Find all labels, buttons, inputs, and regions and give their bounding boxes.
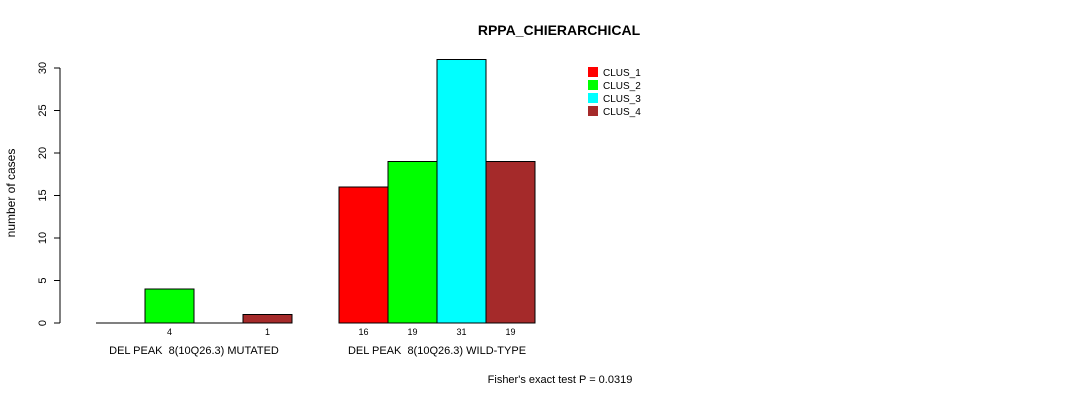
legend-label-clus-2: CLUS_2: [603, 81, 641, 92]
y-tick-label: 25: [37, 104, 49, 116]
count-labels: 4 1 16 19 31 19: [167, 327, 516, 337]
legend-swatch-clus-4: [588, 106, 598, 116]
bar-clus-4-group-1: [242, 314, 293, 324]
bar-clus-2-group-1: [144, 288, 195, 324]
y-axis: 0 5 10 15 20 25 30: [37, 62, 61, 326]
group-labels: DEL PEAK 8(10Q26.3) MUTATED DEL PEAK 8(10…: [109, 345, 526, 357]
fisher-test-footnote: Fisher's exact test P = 0.0319: [488, 374, 633, 386]
bar-clus-3-group-2: [436, 59, 487, 324]
legend: CLUS_1 CLUS_2 CLUS_3 CLUS_4: [588, 67, 641, 118]
legend-swatch-clus-1: [588, 67, 598, 77]
legend-label-clus-3: CLUS_3: [603, 94, 641, 105]
count-label: 19: [505, 327, 515, 337]
y-axis-label: number of cases: [4, 149, 18, 238]
y-tick-label: 10: [37, 232, 49, 244]
legend-label-clus-4: CLUS_4: [603, 107, 641, 118]
y-tick-label: 15: [37, 189, 49, 201]
count-label: 4: [167, 327, 172, 337]
bar-clus-4-group-2: [485, 161, 536, 324]
count-label: 1: [265, 327, 270, 337]
chart-title: RPPA_CHIERARCHICAL: [478, 22, 641, 38]
legend-swatch-clus-3: [588, 93, 598, 103]
bars: [96, 59, 536, 324]
group-label-2: DEL PEAK 8(10Q26.3) WILD-TYPE: [348, 345, 526, 357]
count-label: 16: [358, 327, 368, 337]
legend-label-clus-1: CLUS_1: [603, 68, 641, 79]
count-label: 31: [456, 327, 466, 337]
y-tick-label: 30: [37, 62, 49, 74]
legend-swatch-clus-2: [588, 80, 598, 90]
y-tick-label: 0: [37, 320, 49, 326]
count-label: 19: [407, 327, 417, 337]
y-tick-label: 20: [37, 147, 49, 159]
y-tick-label: 5: [37, 277, 49, 283]
bar-clus-1-group-2: [338, 186, 389, 324]
group-label-1: DEL PEAK 8(10Q26.3) MUTATED: [109, 345, 279, 357]
bar-clus-2-group-2: [387, 161, 438, 324]
